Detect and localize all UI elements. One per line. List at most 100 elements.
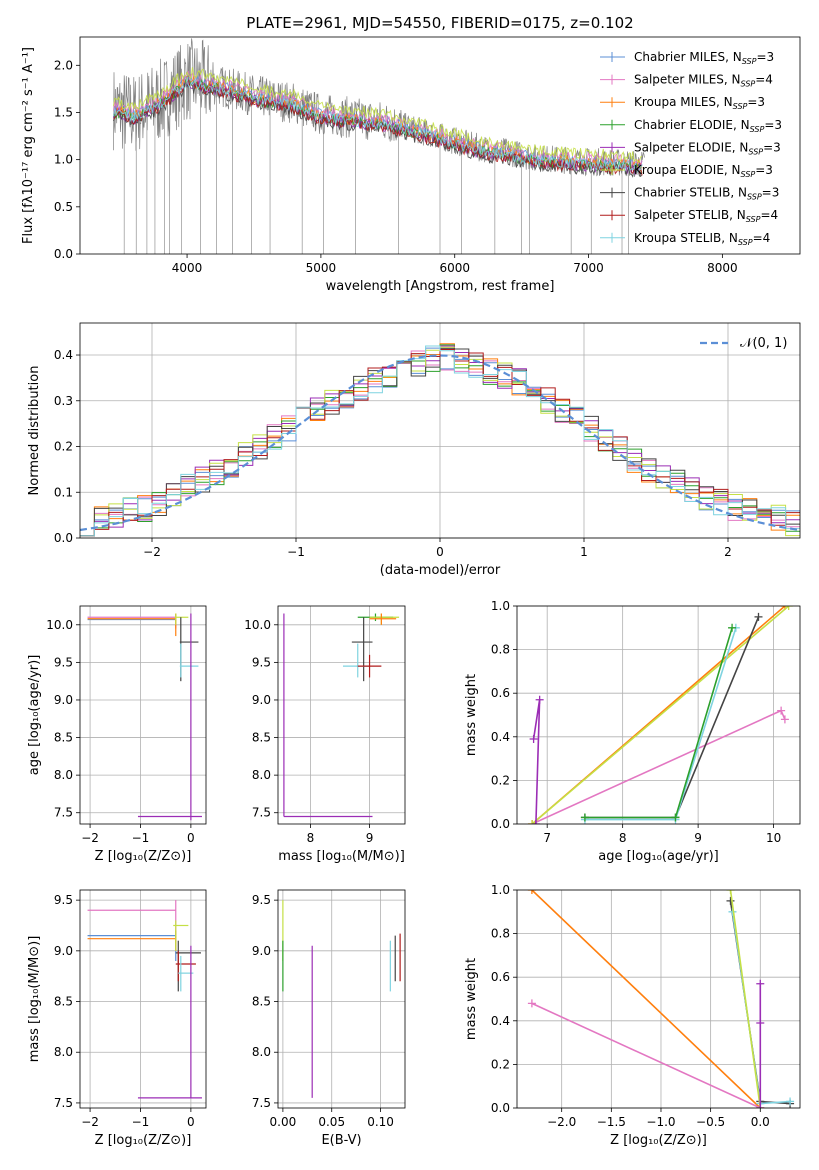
y-tick-label: 9.5 [54,655,73,669]
axes-frame [516,605,801,825]
x-tick-label: 5000 [306,261,337,275]
series-point [529,734,538,743]
legend-label: Kroupa ELODIE, NSSP=3 [634,163,773,179]
y-axis-label: mass weight [464,958,479,1040]
plot-residuals: −2 −1 0 1 2 0.0 0.1 0.2 0.3 0.4 (data-model)/error… [27,322,801,578]
series-point [756,1104,765,1108]
x-axis-label: wavelength [Angstrom, rest frame] [326,279,555,294]
legend-label: Salpeter STELIB, NSSP=4 [634,208,778,224]
series-line [729,890,762,1108]
x-axis-label: Z [log₁₀(Z/Z⊙)] [95,849,192,864]
legend-label: 𝒩(0, 1) [740,336,787,351]
y-tick-label: 0.6 [491,970,510,984]
x-tick-label: 8 [307,831,315,845]
y-tick-label: 8.5 [54,995,73,1009]
plot-mass-vs-ebv: 0.00 0.05 0.10 7.5 8.0 8.5 9.0 9.5 E(B-V) [252,889,406,1148]
y-tick-label: 0.4 [491,1014,510,1028]
series-point [535,695,544,704]
series-line [532,699,541,824]
x-tick-label: −2.0 [547,1115,576,1129]
series-point [726,890,735,894]
y-tick-label: 9.5 [54,893,73,907]
plot-area [528,606,793,824]
x-tick-label: −1.0 [646,1115,675,1129]
x-axis-label: Z [log₁₀(Z/Z⊙)] [610,1133,707,1148]
y-tick-label: 7.5 [54,1096,73,1110]
y-axis-label: Flux [fλ10⁻¹⁷ erg cm⁻² s⁻¹ A⁻¹] [21,47,36,244]
grid [80,890,206,1108]
y-axis-label: mass weight [464,674,479,756]
y-tick-label: 1.0 [54,153,73,167]
x-tick-label: −1.5 [597,1115,626,1129]
y-tick-label: 8.0 [54,768,73,782]
x-tick-label: −1 [132,831,150,845]
figure-title: PLATE=2961, MJD=54550, FIBERID=0175, z=0… [246,14,633,32]
grid [517,889,800,1109]
series-point [531,820,540,824]
x-tick-label: −2 [143,545,161,559]
axes: −2 −1 0 7.5 8.0 8.5 9.0 9.5 10.0 Z [log₁₀(Z/Z⊙)] a… [27,605,207,864]
y-tick-label: 7.5 [252,1096,271,1110]
legend-label: Salpeter MILES, NSSP=4 [634,73,773,89]
series-point [756,979,765,988]
y-tick-label: 0.0 [491,817,510,831]
series-point [580,813,589,822]
plot-age-vs-mass: 8 9 7.5 8.0 8.5 9.0 9.5 10.0 mass [log₁₀(M/M⊙)] [244,605,406,864]
axes-frame [79,322,801,539]
model-spectrum-line [113,82,643,178]
y-tick-label: 0.6 [491,686,510,700]
y-tick-label: 0.2 [54,440,73,454]
y-tick-label: 0.5 [54,200,73,214]
x-tick-label: −2 [81,831,99,845]
y-tick-label: 8.0 [252,1045,271,1059]
residual-histogram [80,349,800,537]
x-tick-label: 0.10 [367,1115,394,1129]
x-tick-label: −1 [132,1115,150,1129]
axes-frame [277,889,406,1109]
x-tick-label: 8 [619,831,627,845]
plot-massweight-vs-z: −2.0 −1.5 −1.0 −0.5 0.0 0.0 0.2 0.4 0.6 0.8 1.0 Z [… [464,883,801,1148]
y-tick-label: 9.5 [252,893,271,907]
x-axis-label: E(B-V) [321,1133,361,1148]
x-tick-label: 10 [766,831,781,845]
plot-area [87,613,202,821]
model-spectrum-line [113,67,643,163]
y-tick-label: 0.2 [491,1057,510,1071]
series-line [731,911,791,1105]
y-tick-label: 8.5 [252,731,271,745]
y-tick-label: 9.0 [54,693,73,707]
axes: 7 8 9 10 0.0 0.2 0.4 0.6 0.8 1.0 age [log₁₀(age/yr… [464,599,801,864]
plot-area [80,343,800,537]
series-point [728,623,737,632]
plot-mass-vs-z: −2 −1 0 7.5 8.0 8.5 9.0 9.5 Z [log₁₀(Z/Z⊙)] mass … [27,889,207,1148]
x-axis-label: mass [log₁₀(M/M⊙)] [278,849,405,864]
x-tick-label: 6000 [439,261,470,275]
y-tick-label: 1.0 [491,883,510,897]
x-tick-label: 0.00 [270,1115,297,1129]
series-point [786,1097,795,1106]
y-tick-label: 9.0 [252,944,271,958]
grid [278,890,405,1108]
y-tick-label: 0.0 [54,531,73,545]
x-tick-label: 7 [543,831,551,845]
series-point [671,813,680,822]
x-axis-label: age [log₁₀(age/yr)] [598,849,719,864]
y-tick-label: 8.5 [252,995,271,1009]
x-tick-label: 1 [580,545,588,559]
y-tick-label: 9.0 [54,944,73,958]
spectrum-legend: Chabrier MILES, NSSP=3 Salpeter MILES, NS… [600,50,782,247]
series-line [584,627,737,821]
axes-frame [79,605,207,825]
y-tick-label: 7.5 [54,806,73,820]
y-tick-label: 0.0 [54,247,73,261]
x-tick-label: 0 [187,1115,195,1129]
plot-area [282,900,401,1098]
y-tick-label: 1.0 [491,599,510,613]
x-tick-label: 0 [436,545,444,559]
legend-label: Kroupa STELIB, NSSP=4 [634,231,770,247]
series-point [527,999,536,1008]
axes: −2 −1 0 1 2 0.0 0.1 0.2 0.3 0.4 (data-model)/error… [27,322,801,578]
y-tick-label: 0.2 [491,773,510,787]
x-axis-label: (data-model)/error [380,563,501,578]
y-tick-label: 9.5 [252,655,271,669]
